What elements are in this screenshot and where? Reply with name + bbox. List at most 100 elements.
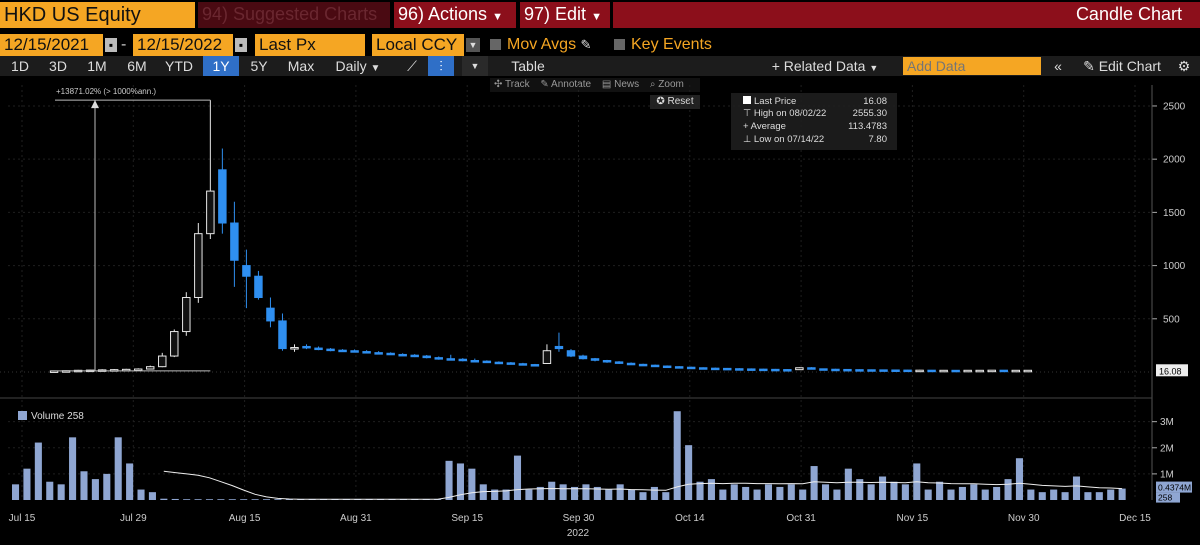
volume-bar	[388, 499, 396, 500]
candle-body	[867, 369, 876, 372]
end-date-input[interactable]: 12/15/2022	[133, 34, 233, 56]
x-tick-label: Sep 30	[563, 513, 595, 524]
legend-last: Last Price 16.08	[743, 96, 893, 108]
x-tick-label: Dec 15	[1119, 513, 1151, 524]
gear-icon[interactable]: ⚙	[1177, 58, 1191, 74]
mov-avgs-toggle[interactable]: Mov Avgs ✎	[490, 34, 610, 56]
volume-bar	[605, 489, 613, 500]
key-events-toggle[interactable]: Key Events	[614, 34, 734, 56]
candle-body	[674, 366, 684, 369]
candle-body	[951, 369, 960, 373]
legend-high-label: High on 08/02/22	[753, 108, 827, 119]
period-1y[interactable]: 1Y	[203, 56, 239, 76]
candle-body	[626, 362, 636, 366]
chart-type-title: Candle Chart	[613, 2, 1200, 28]
volume-bar	[947, 489, 955, 500]
annotate-tool[interactable]: ✎ Annotate	[540, 79, 591, 90]
period-max[interactable]: Max	[287, 58, 315, 74]
related-data-menu[interactable]: + Related Data ▼	[758, 56, 892, 76]
candle-body	[290, 347, 299, 350]
volume-bar	[46, 481, 54, 500]
mov-avgs-label: Mov Avgs	[507, 36, 577, 53]
frequency-select[interactable]: Daily ▼	[326, 56, 390, 76]
volume-bar	[810, 466, 818, 500]
candle-body	[338, 349, 347, 353]
field-select[interactable]: Last Px	[255, 34, 365, 56]
volume-bar	[251, 499, 259, 500]
candle-chart-icon[interactable]: ⫶	[428, 56, 454, 76]
track-tool[interactable]: ✣ Track	[494, 79, 530, 90]
candle-body	[999, 369, 1008, 373]
candle-body	[843, 368, 852, 372]
candle-body	[638, 363, 648, 367]
candle-body	[518, 363, 528, 366]
edit-label: 97) Edit	[524, 4, 587, 24]
volume-bar	[217, 499, 225, 500]
candle-body	[73, 369, 83, 373]
candle-body	[554, 345, 564, 350]
candle-body	[759, 368, 768, 372]
volume-bar	[12, 484, 20, 500]
news-tool[interactable]: ▤ News	[602, 79, 639, 90]
actions-menu[interactable]: 96) Actions ▼	[394, 2, 516, 28]
currency-dropdown-icon[interactable]: ▼	[466, 38, 480, 52]
table-button[interactable]: Table	[511, 58, 545, 74]
period-ytd[interactable]: YTD	[165, 58, 193, 74]
legend-avg-label: Average	[750, 121, 786, 132]
candle-body	[747, 368, 756, 371]
candle-body	[650, 364, 660, 368]
suggested-charts-menu[interactable]: 94) Suggested Charts	[198, 2, 390, 28]
volume-bar	[479, 484, 487, 500]
volume-bar	[513, 455, 522, 500]
candle-body	[278, 320, 287, 350]
candle-body	[182, 297, 191, 333]
volume-bar	[958, 486, 966, 500]
volume-bar	[662, 492, 670, 500]
volume-bar	[1107, 489, 1115, 500]
currency-select[interactable]: Local CCY	[372, 34, 464, 56]
volume-bar	[434, 499, 442, 500]
line-chart-icon[interactable]: ⟋	[407, 58, 417, 74]
candle-body	[807, 367, 816, 370]
volume-bar	[80, 471, 88, 500]
chevron-down-icon: ▼	[492, 11, 503, 23]
candle-body	[831, 368, 840, 372]
calendar-icon[interactable]: ▪	[105, 38, 117, 52]
candle-body	[614, 361, 624, 364]
news-icon: ▤	[601, 79, 612, 90]
chart-type-dropdown-icon[interactable]: ▼	[462, 56, 488, 76]
collapse-icon[interactable]: «	[1054, 58, 1062, 74]
period-1d[interactable]: 1D	[11, 58, 29, 74]
calendar-icon[interactable]: ▪	[235, 38, 247, 52]
chevron-down-icon: ▼	[370, 63, 381, 74]
reset-button[interactable]: ✪ Reset	[650, 95, 700, 109]
legend-average: + Average 113.4783	[743, 121, 893, 133]
zoom-tool[interactable]: ⌕ Zoom	[650, 79, 684, 90]
period-5y[interactable]: 5Y	[250, 58, 268, 74]
y-tick-label: 2000	[1163, 155, 1186, 166]
x-tick-label: Jul 29	[120, 513, 147, 524]
volume-bar	[1061, 492, 1069, 500]
volume-bar	[936, 481, 944, 500]
x-tick-label: Oct 14	[675, 513, 705, 524]
volume-bar	[365, 499, 373, 500]
candle-body	[121, 368, 131, 372]
volume-bar	[445, 460, 453, 500]
period-3d[interactable]: 3D	[49, 58, 67, 74]
period-6m[interactable]: 6M	[127, 58, 147, 74]
volume-bar	[377, 499, 385, 500]
volume-bar	[308, 499, 316, 500]
reset-label: Reset	[667, 96, 694, 107]
edit-menu[interactable]: 97) Edit ▼	[520, 2, 610, 28]
add-data-input[interactable]	[903, 57, 1041, 75]
actions-label: 96) Actions	[398, 4, 488, 24]
candle-body	[97, 369, 107, 372]
x-tick-label: Nov 30	[1008, 513, 1040, 524]
ticker-field[interactable]: HKD US Equity	[0, 2, 195, 28]
volume-tick-label: 2M	[1160, 443, 1174, 454]
period-1m[interactable]: 1M	[87, 58, 107, 74]
volume-bar	[57, 484, 65, 500]
edit-chart-button[interactable]: ✎ Edit Chart	[1072, 56, 1172, 76]
start-date-input[interactable]: 12/15/2021	[0, 34, 103, 56]
price-tag	[1156, 364, 1188, 377]
